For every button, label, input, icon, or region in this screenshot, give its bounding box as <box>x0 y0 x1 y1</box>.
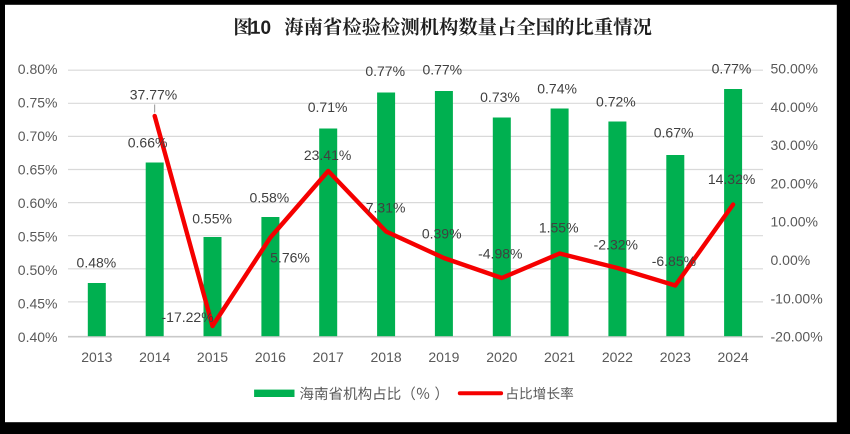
svg-text:40.00%: 40.00% <box>771 99 818 115</box>
svg-text:0.00%: 0.00% <box>771 252 811 268</box>
svg-text:30.00%: 30.00% <box>771 137 818 153</box>
svg-text:2015: 2015 <box>197 349 228 365</box>
svg-text:-17.22%: -17.22% <box>162 309 214 325</box>
svg-text:-10.00%: -10.00% <box>771 290 823 306</box>
svg-text:2016: 2016 <box>255 349 286 365</box>
svg-text:37.77%: 37.77% <box>130 87 177 103</box>
svg-text:2023: 2023 <box>660 349 691 365</box>
svg-text:-2.32%: -2.32% <box>594 237 638 253</box>
svg-text:0.50%: 0.50% <box>18 262 58 278</box>
svg-text:0.80%: 0.80% <box>18 61 58 77</box>
svg-text:2018: 2018 <box>371 349 402 365</box>
svg-text:2014: 2014 <box>139 349 170 365</box>
svg-text:0.60%: 0.60% <box>18 195 58 211</box>
svg-text:2017: 2017 <box>313 349 344 365</box>
svg-text:-6.85%: -6.85% <box>652 253 696 269</box>
svg-text:0.74%: 0.74% <box>537 81 577 97</box>
svg-text:0.71%: 0.71% <box>308 99 348 115</box>
svg-text:0.70%: 0.70% <box>18 128 58 144</box>
svg-text:2013: 2013 <box>81 349 112 365</box>
svg-text:10.00%: 10.00% <box>771 214 818 230</box>
svg-text:50.00%: 50.00% <box>771 61 818 77</box>
svg-text:14.32%: 14.32% <box>708 171 755 187</box>
svg-text:0.48%: 0.48% <box>77 255 117 271</box>
svg-text:0.77%: 0.77% <box>712 60 752 76</box>
svg-text:1.55%: 1.55% <box>539 220 579 236</box>
svg-text:7.31%: 7.31% <box>366 200 406 216</box>
svg-text:23.41%: 23.41% <box>304 147 351 163</box>
svg-text:0.66%: 0.66% <box>128 135 168 151</box>
svg-text:2019: 2019 <box>428 349 459 365</box>
svg-text:0.65%: 0.65% <box>18 161 58 177</box>
svg-text:-4.98%: -4.98% <box>478 246 522 262</box>
svg-text:0.55%: 0.55% <box>192 211 232 227</box>
svg-text:5.76%: 5.76% <box>270 249 310 265</box>
svg-text:0.40%: 0.40% <box>18 329 58 345</box>
svg-text:0.73%: 0.73% <box>480 89 520 105</box>
svg-text:2022: 2022 <box>602 349 633 365</box>
svg-text:-20.00%: -20.00% <box>771 329 823 345</box>
svg-text:2021: 2021 <box>544 349 575 365</box>
svg-text:0.39%: 0.39% <box>422 225 462 241</box>
svg-text:0.67%: 0.67% <box>654 125 694 141</box>
svg-text:0.77%: 0.77% <box>365 63 405 79</box>
svg-text:0.45%: 0.45% <box>18 296 58 312</box>
svg-text:0.72%: 0.72% <box>596 94 636 110</box>
svg-text:0.77%: 0.77% <box>422 62 462 78</box>
svg-text:2020: 2020 <box>486 349 517 365</box>
svg-text:2024: 2024 <box>718 349 749 365</box>
svg-text:0.75%: 0.75% <box>18 94 58 110</box>
svg-text:0.58%: 0.58% <box>250 190 290 206</box>
svg-text:0.55%: 0.55% <box>18 229 58 245</box>
svg-text:20.00%: 20.00% <box>771 175 818 191</box>
